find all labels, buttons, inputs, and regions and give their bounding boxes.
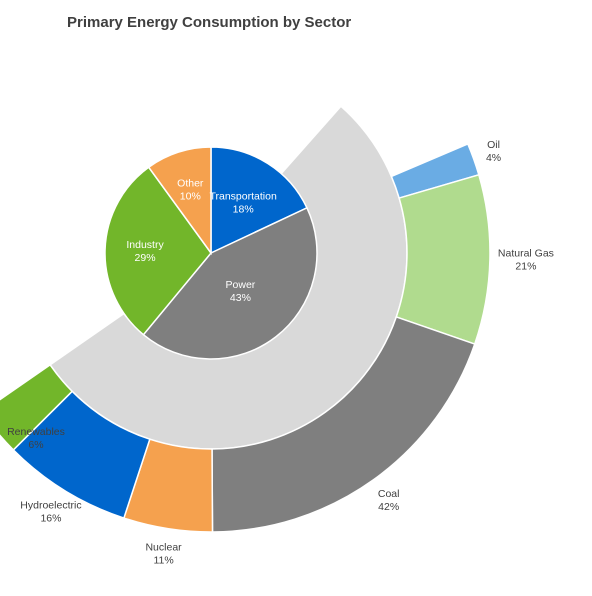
pie-slice-other <box>147 146 212 256</box>
ring-segment-natural-gas <box>395 173 491 346</box>
ring-label-hydroelectric: Hydroelectric 16% <box>20 500 81 525</box>
ring-label-coal: Coal 42% <box>378 488 400 513</box>
label-layer: Transportation 18% Power 43% Industry 29% Othe… <box>7 139 554 566</box>
ring-label-natural-gas: Natural Gas 21% <box>498 248 554 273</box>
sector-pie <box>104 146 318 360</box>
pie-label-power: Power 43% <box>226 279 256 304</box>
pie-slice-power <box>142 206 318 360</box>
ring-label-oil: Oil 4% <box>486 139 501 164</box>
pie-label-transportation: Transportation 18% <box>209 190 276 215</box>
pie-label-other: Other 10% <box>177 177 204 202</box>
chart-title: Primary Energy Consumption by Sector <box>67 14 352 31</box>
pie-label-industry: Industry 29% <box>126 239 164 264</box>
pie-slice-transportation <box>210 146 308 255</box>
power-breakdown-ring <box>0 143 491 533</box>
ring-label-renewables: Renewables 6% <box>7 426 65 451</box>
pie-slice-industry <box>104 166 212 336</box>
ring-segment-renewables <box>0 363 74 451</box>
ring-label-nuclear: Nuclear 11% <box>145 541 182 566</box>
